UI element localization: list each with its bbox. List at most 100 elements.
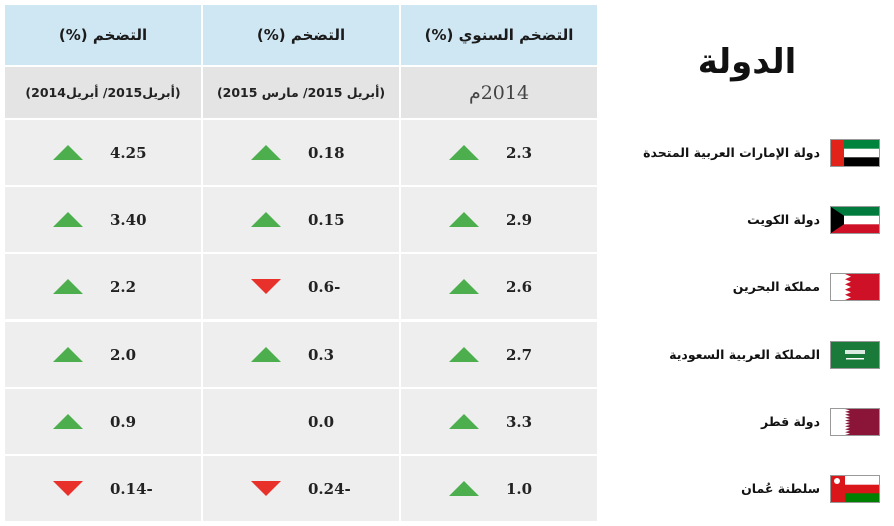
value-cell: 0.14-: [5, 456, 201, 521]
arrow-slot: [52, 278, 84, 295]
country-name: دولة الكويت: [747, 212, 820, 227]
arrow-slot: [250, 211, 282, 228]
value-cell: 0.9: [5, 389, 201, 454]
country-name: المملكة العربية السعودية: [669, 347, 820, 362]
value-cell: 0.0: [203, 389, 399, 454]
value: 0.6-: [308, 277, 341, 296]
trend-up-arrow: [449, 347, 479, 362]
trend-up-arrow: [251, 347, 281, 362]
flag-uae: [830, 138, 880, 167]
value-cell: 2.3: [401, 120, 597, 185]
value: 4.25: [110, 143, 147, 162]
trend-down-arrow: [251, 481, 281, 496]
trend-up-arrow: [53, 212, 83, 227]
arrow-slot: [250, 278, 282, 295]
flag-saudi: [830, 340, 880, 369]
country-cell: دولة قطر: [600, 389, 894, 454]
flag-oman: [830, 474, 880, 503]
value: 0.14-: [110, 479, 153, 498]
value: 0.3: [308, 345, 335, 364]
country-cell: مملكة البحرين: [600, 254, 894, 319]
arrow-slot: [448, 144, 480, 161]
trend-up-arrow: [449, 212, 479, 227]
value-cell: 2.2: [5, 254, 201, 319]
value: 2.3: [506, 143, 533, 162]
arrow-slot: [250, 480, 282, 497]
arrow-slot: [250, 413, 282, 430]
value: 2.7: [506, 345, 533, 364]
country-name: مملكة البحرين: [732, 279, 820, 294]
value-cell: 1.0: [401, 456, 597, 521]
flag-qatar: [830, 407, 880, 436]
value-cell: 2.9: [401, 187, 597, 252]
arrow-slot: [52, 346, 84, 363]
trend-up-arrow: [449, 414, 479, 429]
arrow-slot: [52, 480, 84, 497]
country-name: دولة قطر: [761, 414, 820, 429]
country-name: سلطنة عُمان: [741, 481, 820, 496]
trend-up-arrow: [53, 145, 83, 160]
country: دولة قطر: [761, 407, 880, 436]
value: 2.6: [506, 277, 533, 296]
country: سلطنة عُمان: [741, 474, 880, 503]
value: 0.0: [308, 412, 335, 431]
value-cell: 2.6: [401, 254, 597, 319]
flag-bahrain: [830, 272, 880, 301]
value-cell: 0.3: [203, 322, 399, 387]
arrow-slot: [448, 346, 480, 363]
trend-up-arrow: [449, 279, 479, 294]
trend-down-arrow: [53, 481, 83, 496]
value-cell: 0.6-: [203, 254, 399, 319]
value: 0.9: [110, 412, 137, 431]
country: مملكة البحرين: [732, 272, 880, 301]
country-cell: دولة الإمارات العربية المتحدة: [600, 120, 894, 185]
trend-up-arrow: [449, 481, 479, 496]
country-cell: سلطنة عُمان: [600, 456, 894, 521]
column-period: (أبريل2015/ أبريل2014): [5, 67, 201, 118]
value: 1.0: [506, 479, 533, 498]
value-cell: 0.24-: [203, 456, 399, 521]
value: 2.9: [506, 210, 533, 229]
trend-up-arrow: [251, 212, 281, 227]
country-cell: دولة الكويت: [600, 187, 894, 252]
value: 3.40: [110, 210, 147, 229]
value-cell: 2.7: [401, 322, 597, 387]
arrow-slot: [448, 413, 480, 430]
column-period: 2014م: [401, 67, 597, 118]
value: 3.3: [506, 412, 533, 431]
value-cell: 0.18: [203, 120, 399, 185]
trend-up-arrow: [449, 145, 479, 160]
country: المملكة العربية السعودية: [669, 340, 880, 369]
arrow-slot: [448, 211, 480, 228]
column-title: التضخم (%): [5, 5, 201, 65]
value: 2.0: [110, 345, 137, 364]
value: 0.15: [308, 210, 345, 229]
country-cell: المملكة العربية السعودية: [600, 322, 894, 387]
country: دولة الكويت: [747, 205, 880, 234]
trend-up-arrow: [53, 414, 83, 429]
column-title: التضخم (%): [203, 5, 399, 65]
value-cell: 3.3: [401, 389, 597, 454]
arrow-slot: [52, 211, 84, 228]
arrow-slot: [52, 144, 84, 161]
arrow-slot: [250, 346, 282, 363]
trend-up-arrow: [53, 279, 83, 294]
trend-up-arrow: [251, 145, 281, 160]
flag-kuwait: [830, 205, 880, 234]
value-cell: 2.0: [5, 322, 201, 387]
value: 0.18: [308, 143, 345, 162]
arrow-slot: [250, 144, 282, 161]
value-cell: 4.25: [5, 120, 201, 185]
trend-up-arrow: [53, 347, 83, 362]
trend-down-arrow: [251, 279, 281, 294]
country-header: الدولة: [600, 5, 894, 118]
arrow-slot: [52, 413, 84, 430]
value-cell: 3.40: [5, 187, 201, 252]
arrow-slot: [448, 278, 480, 295]
column-title: التضخم السنوي (%): [401, 5, 597, 65]
arrow-slot: [448, 480, 480, 497]
value-cell: 0.15: [203, 187, 399, 252]
country: دولة الإمارات العربية المتحدة: [643, 138, 880, 167]
country-name: دولة الإمارات العربية المتحدة: [643, 145, 820, 160]
